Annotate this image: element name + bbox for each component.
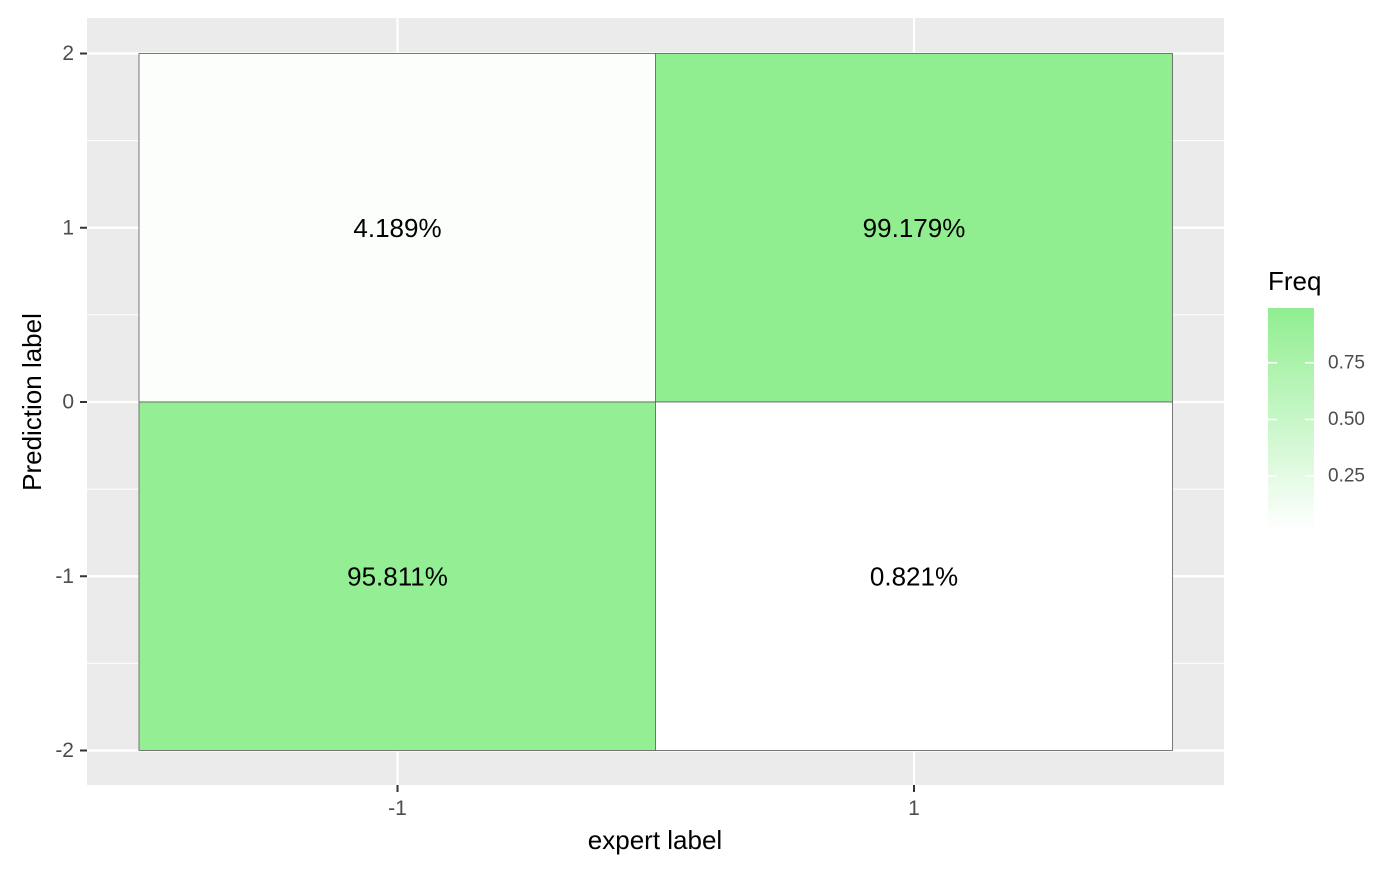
y-axis: -2 -1 0 1 2 <box>55 42 87 762</box>
y-tick-label: -1 <box>55 565 74 588</box>
y-tick-label: 1 <box>62 216 74 239</box>
legend-ticks: 0.25 0.50 0.75 <box>1268 352 1365 487</box>
legend-tick-label: 0.75 <box>1328 352 1365 373</box>
y-tick-label: 2 <box>62 42 74 65</box>
x-axis-title: expert label <box>588 825 722 855</box>
y-axis-title: Prediction label <box>17 313 47 491</box>
y-tick-label: -2 <box>55 739 74 762</box>
cell-value-label: 99.179% <box>863 213 966 243</box>
heatmap-cell <box>655 401 1173 751</box>
cell-value-label: 95.811% <box>347 561 448 591</box>
legend: Freq 0.25 0.50 0.75 <box>1268 266 1365 531</box>
legend-title: Freq <box>1268 266 1321 296</box>
cell-value-label: 0.821% <box>870 561 958 591</box>
x-axis: -1 1 <box>388 785 920 820</box>
heatmap-tiles: 4.189% 99.179% 95.811% 0.821% <box>138 53 1173 751</box>
legend-tick-label: 0.25 <box>1328 466 1365 487</box>
heatmap-cell <box>655 53 1173 403</box>
heatmap-cell <box>138 53 657 403</box>
cell-value-label: 4.189% <box>353 213 441 243</box>
heatmap-cell <box>138 401 657 751</box>
legend-tick-label: 0.50 <box>1328 409 1365 430</box>
y-tick-label: 0 <box>62 391 74 414</box>
x-tick-label: -1 <box>388 797 407 820</box>
x-tick-label: 1 <box>908 797 920 820</box>
